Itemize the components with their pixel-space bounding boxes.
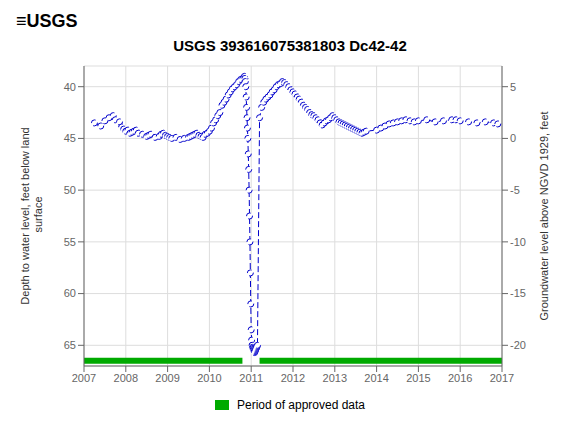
svg-text:-15: -15 — [510, 287, 526, 299]
svg-text:2017: 2017 — [490, 372, 514, 384]
svg-text:60: 60 — [64, 287, 76, 299]
html-text:≡USGS: ≡USGS — [16, 11, 78, 31]
svg-text:0: 0 — [510, 132, 516, 144]
html-text:USGS 393616075381803 Dc42-42: USGS 393616075381803 Dc42-42 — [173, 37, 407, 54]
svg-text:2014: 2014 — [364, 372, 388, 384]
svg-text:2011: 2011 — [239, 372, 263, 384]
svg-text:45: 45 — [64, 132, 76, 144]
svg-text:2013: 2013 — [323, 372, 347, 384]
svg-text:2010: 2010 — [197, 372, 221, 384]
svg-text:5: 5 — [510, 81, 516, 93]
svg-text:-10: -10 — [510, 236, 526, 248]
svg-text:-20: -20 — [510, 339, 526, 351]
svg-text:2008: 2008 — [114, 372, 138, 384]
svg-text:2009: 2009 — [155, 372, 179, 384]
svg-text:50: 50 — [64, 184, 76, 196]
svg-text:55: 55 — [64, 236, 76, 248]
svg-text:40: 40 — [64, 81, 76, 93]
svg-text:2015: 2015 — [406, 372, 430, 384]
svg-text:65: 65 — [64, 339, 76, 351]
svg-text:Depth to water level, feet bel: Depth to water level, feet below land su… — [19, 127, 44, 304]
svg-text:2012: 2012 — [281, 372, 305, 384]
svg-text:-5: -5 — [510, 184, 520, 196]
svg-text:Groundwater level above NGVD 1: Groundwater level above NGVD 1929, feet — [538, 111, 550, 320]
svg-text:2007: 2007 — [72, 372, 96, 384]
html-text:Period of approved data: Period of approved data — [237, 398, 365, 412]
svg-text:2016: 2016 — [448, 372, 472, 384]
